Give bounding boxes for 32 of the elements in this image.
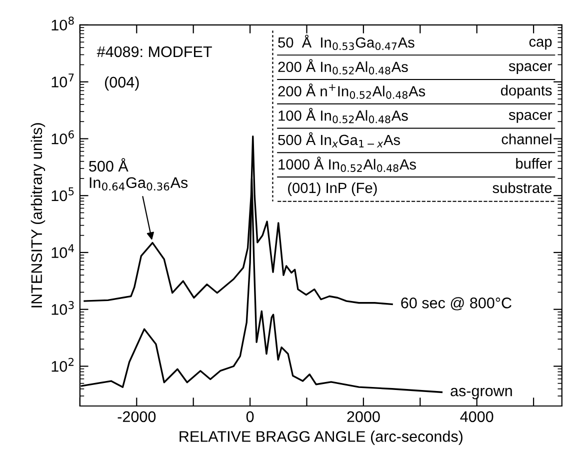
y-tick-label: 10$^{3}$	[52, 300, 74, 315]
annotation: 50 Å In$_{0.53}$Ga$_{0.47}$As	[278, 34, 414, 50]
y-tick-label: 10$^{4}$	[52, 244, 74, 258]
annotation: spacer	[508, 112, 552, 123]
annotation: substrate	[492, 182, 552, 194]
annotation: dopants	[500, 84, 552, 98]
x-axis-title: RELATIVE BRAGG ANGLE (arc-seconds)	[180, 430, 462, 445]
annotation: spacer	[508, 63, 552, 74]
annotation: 60 sec @ 800°C	[401, 297, 512, 310]
y-tick-label: 10$^{8}$	[52, 16, 74, 31]
annotation: 200 Å In$_{0.52}$Al$_{0.48}$As	[278, 59, 408, 74]
x-tick-label: 4000	[460, 411, 494, 422]
annotation: 200 Å n$^{+}$In$_{0.52}$Al$_{0.48}$As	[278, 84, 426, 99]
y-tick-label: 10$^{2}$	[52, 358, 74, 372]
annotation: 500 Å In$_{0.64}$Ga$_{0.36}$As	[89, 158, 188, 191]
annotation: (001) InP (Fe)	[288, 182, 377, 196]
x-tick-label: 0	[246, 411, 254, 422]
annotation: 1000 Å In$_{0.52}$Al$_{0.48}$As	[278, 156, 416, 172]
y-tick-label: 10$^{7}$	[52, 74, 74, 88]
y-tick-label: 10$^{5}$	[52, 187, 74, 202]
annotation: channel	[502, 134, 552, 144]
x-tick-label: 2000	[347, 411, 380, 422]
annotation: as-grown	[450, 388, 512, 400]
x-tick-label: -2000	[118, 411, 156, 422]
annotation: cap	[529, 38, 552, 50]
y-axis-title: INTENSITY (arbitrary units)	[30, 123, 46, 308]
annotation: 100 Å In$_{0.52}$Al$_{0.48}$As	[278, 108, 408, 124]
annotation: #4089: MODFET	[96, 46, 212, 58]
annotation: (004)	[104, 76, 139, 91]
annotation: 500 Å In$_{x}$Ga$_{1−x}$As	[278, 132, 400, 148]
y-tick-label: 10$^{6}$	[52, 130, 74, 144]
annotation: buffer	[516, 158, 552, 169]
